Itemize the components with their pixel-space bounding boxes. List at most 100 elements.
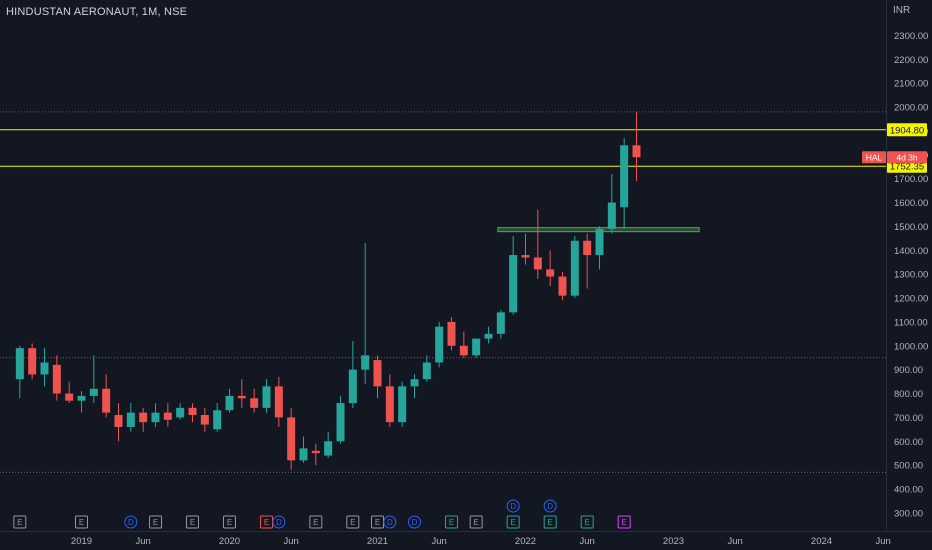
candle-body	[509, 255, 518, 313]
dividend-event-icon	[408, 515, 421, 529]
candle-body	[163, 412, 172, 420]
earnings-event-icon	[469, 515, 483, 529]
event-letter: E	[547, 518, 552, 527]
candle-body	[459, 345, 468, 356]
candle-body	[373, 360, 382, 387]
candle-body	[583, 240, 592, 256]
x-tick-label: Jun	[876, 536, 891, 547]
event-letter: E	[190, 518, 195, 527]
y-tick-label: 1500.00	[894, 222, 928, 233]
event-letter: E	[350, 518, 355, 527]
dividend-event-icon	[124, 515, 138, 529]
candle-body	[213, 410, 222, 430]
earnings-event-icon	[580, 515, 594, 529]
candle-body	[570, 240, 579, 296]
x-tick-label: Jun	[136, 536, 151, 547]
level-price-badge	[887, 123, 927, 137]
earnings-event-icon	[445, 515, 458, 529]
earnings-event-icon	[223, 515, 236, 529]
y-tick-label: 2100.00	[894, 79, 928, 90]
countdown-tag-text: 4d 3h	[896, 153, 918, 163]
earnings-event-icon	[309, 515, 323, 529]
candle-body	[77, 395, 86, 401]
x-tick-label: 2023	[663, 536, 684, 547]
event-letter: E	[313, 518, 318, 527]
candle-body	[595, 228, 604, 256]
earnings-event-icon	[617, 515, 631, 529]
level-price-text: 1904.80	[890, 125, 924, 136]
candle-body	[114, 415, 123, 427]
candle-body	[311, 450, 320, 454]
candle-body	[410, 379, 419, 387]
y-tick-label: 2000.00	[894, 103, 928, 114]
event-letter: D	[387, 518, 393, 527]
y-tick-label: 700.00	[894, 413, 923, 424]
event-letter: E	[375, 518, 380, 527]
candle-body	[89, 388, 98, 396]
event-letter: E	[153, 518, 158, 527]
x-tick-label: Jun	[284, 536, 299, 547]
x-tick-label: Jun	[728, 536, 743, 547]
candle-body	[15, 348, 24, 380]
dividend-event-icon	[506, 499, 520, 513]
y-tick-label: 1100.00	[894, 317, 928, 328]
candle-body	[250, 398, 259, 408]
y-tick-label: 1300.00	[894, 270, 928, 281]
y-tick-label: 400.00	[894, 485, 923, 496]
earnings-event-icon	[186, 515, 199, 529]
candle-body	[126, 412, 135, 427]
y-tick-label: 1600.00	[894, 198, 928, 209]
event-letter: D	[276, 518, 282, 527]
candle-body	[28, 348, 37, 375]
event-letter: E	[510, 518, 515, 527]
chart-title: HINDUSTAN AERONAUT, 1M, NSE	[6, 6, 188, 18]
candle-body	[287, 417, 296, 461]
candle-body	[607, 202, 616, 229]
event-letter: D	[128, 518, 134, 527]
candle-body	[151, 412, 160, 423]
candle-body	[632, 145, 641, 158]
candle-body	[299, 448, 308, 461]
candle-body	[435, 326, 444, 363]
candle-body	[484, 333, 493, 339]
candle-body	[422, 362, 431, 380]
earnings-event-icon	[506, 515, 520, 529]
ticker-tag-text: HAL	[866, 153, 883, 163]
candle-body	[200, 415, 209, 425]
event-letter: E	[473, 518, 478, 527]
y-tick-label: 900.00	[894, 365, 923, 376]
y-tick-label: 2200.00	[894, 55, 928, 66]
candle-body	[139, 412, 148, 423]
x-tick-label: 2020	[219, 536, 240, 547]
candle-body	[324, 441, 333, 456]
candle-body	[558, 276, 567, 296]
candle-body	[262, 386, 271, 408]
dividend-event-icon	[543, 499, 557, 513]
x-tick-label: 2021	[367, 536, 388, 547]
y-tick-label: 500.00	[894, 461, 923, 472]
candle-body	[237, 395, 246, 399]
event-letter: D	[547, 502, 553, 511]
event-letter: E	[79, 518, 84, 527]
candle-body	[546, 269, 555, 277]
x-tick-label: 2019	[71, 536, 92, 547]
candle-body	[176, 407, 185, 418]
y-tick-label: 600.00	[894, 437, 923, 448]
earnings-event-icon	[149, 515, 162, 529]
candle-body	[620, 145, 629, 208]
candle-body	[225, 395, 234, 411]
event-letter: D	[510, 502, 516, 511]
y-tick-label: 800.00	[894, 389, 923, 400]
x-tick-label: 2024	[811, 536, 832, 547]
event-letter: E	[449, 518, 454, 527]
x-tick-label: 2022	[515, 536, 536, 547]
x-tick-label: Jun	[432, 536, 447, 547]
y-tick-label: 1000.00	[894, 341, 928, 352]
dividend-event-icon	[272, 515, 286, 529]
earnings-event-icon	[543, 515, 557, 529]
y-tick-label: 1400.00	[894, 246, 928, 257]
candle-body	[361, 355, 370, 370]
candle-body	[336, 403, 345, 442]
candle-body	[188, 407, 197, 416]
